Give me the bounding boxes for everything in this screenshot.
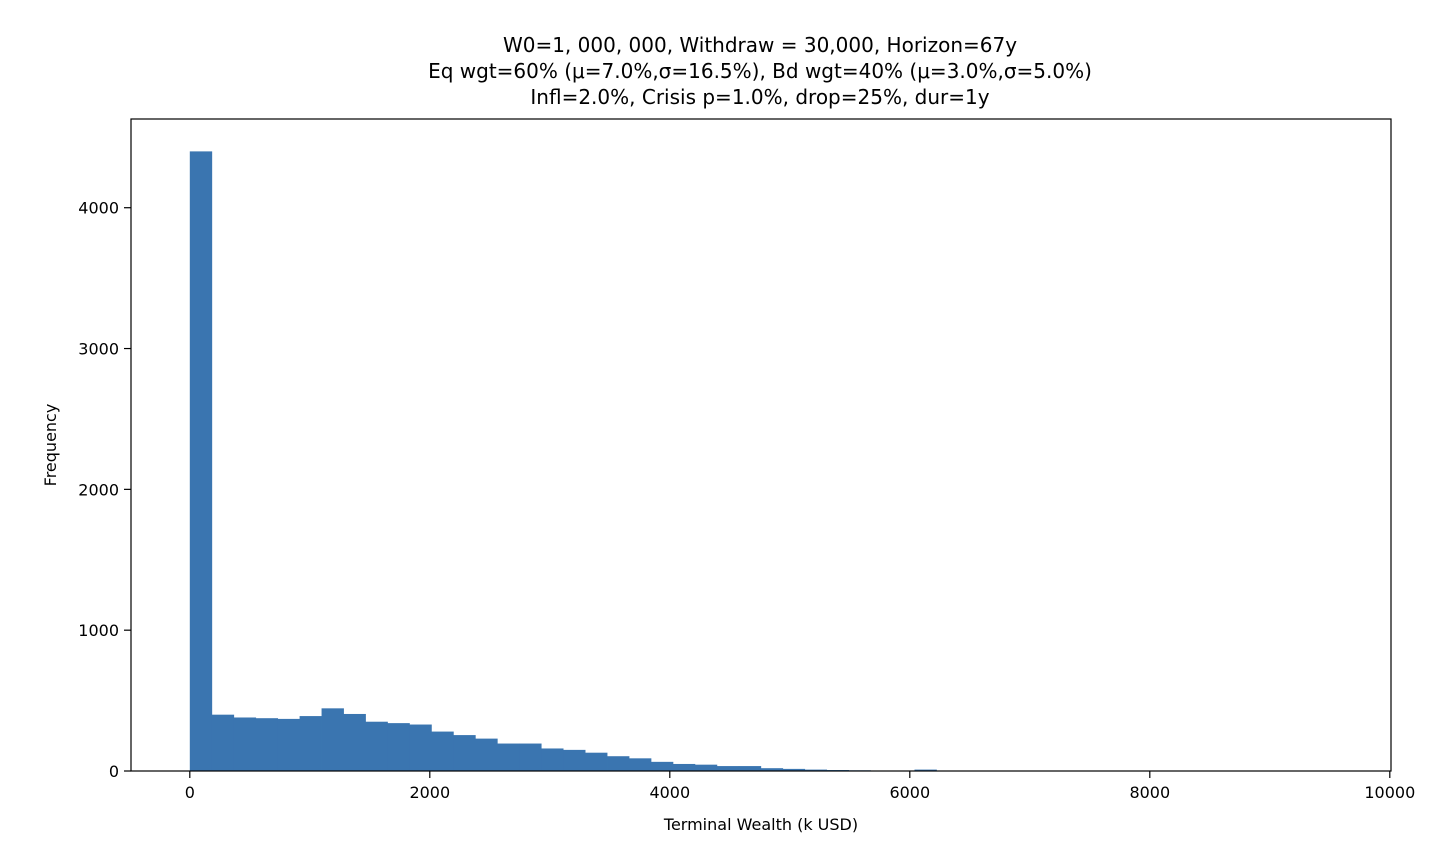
- x-tick-label: 4000: [649, 783, 690, 802]
- chart-title-line-1: W0=1, 000, 000, Withdraw = 30,000, Horiz…: [503, 33, 1017, 57]
- histogram-bar: [672, 763, 696, 771]
- x-tick-label: 2000: [409, 783, 450, 802]
- x-axis-ticks: 0 2000 4000 6000 8000 10000: [185, 771, 1415, 802]
- histogram-bar: [497, 743, 520, 771]
- x-tick-label: 0: [185, 783, 195, 802]
- y-tick-label: 1000: [78, 621, 119, 640]
- histogram-bar: [255, 718, 279, 771]
- chart-title: W0=1, 000, 000, Withdraw = 30,000, Horiz…: [428, 33, 1092, 109]
- histogram-bar: [629, 758, 652, 771]
- histogram-bar: [694, 764, 718, 771]
- histogram-bar: [804, 769, 828, 771]
- y-tick-label: 4000: [78, 199, 119, 218]
- x-axis-label: Terminal Wealth (k USD): [663, 815, 858, 834]
- x-tick-label: 6000: [889, 783, 930, 802]
- histogram-bar: [914, 769, 937, 771]
- histogram-bar: [475, 738, 498, 771]
- chart-title-line-2: Eq wgt=60% (μ=7.0%,σ=16.5%), Bd wgt=40% …: [428, 59, 1092, 83]
- histogram-bar: [607, 756, 630, 771]
- histogram-bar: [189, 151, 213, 771]
- plot-area-frame: [130, 118, 1392, 772]
- histogram-bar: [650, 761, 674, 771]
- x-tick-label: 10000: [1364, 783, 1415, 802]
- histogram-bar: [760, 768, 784, 771]
- histogram-bar: [409, 724, 432, 771]
- histogram-bar: [343, 713, 366, 771]
- histogram-bar: [277, 718, 300, 771]
- histogram-bar: [211, 714, 235, 771]
- y-tick-label: 3000: [78, 340, 119, 359]
- histogram-bar: [321, 708, 344, 771]
- histogram-bar: [431, 731, 454, 771]
- histogram-bar: [519, 743, 542, 771]
- histogram-bars: [189, 151, 1025, 771]
- histogram-bar: [585, 752, 608, 771]
- histogram-bar: [365, 721, 388, 771]
- histogram-bar: [233, 717, 257, 771]
- histogram-bar: [541, 748, 564, 771]
- histogram-bar: [782, 768, 806, 771]
- chart-title-line-3: Infl=2.0%, Crisis p=1.0%, drop=25%, dur=…: [530, 85, 989, 109]
- x-tick-label: 8000: [1129, 783, 1170, 802]
- histogram-bar: [716, 766, 740, 771]
- histogram-bar: [738, 766, 762, 771]
- y-tick-label: 0: [109, 762, 119, 781]
- y-axis-ticks: 0 1000 2000 3000 4000: [78, 199, 131, 781]
- y-tick-label: 2000: [78, 480, 119, 499]
- y-axis-label: Frequency: [41, 404, 60, 487]
- histogram-bar: [299, 716, 322, 771]
- histogram-bar: [563, 749, 586, 771]
- histogram-bar: [453, 735, 476, 771]
- histogram-bar: [387, 723, 410, 771]
